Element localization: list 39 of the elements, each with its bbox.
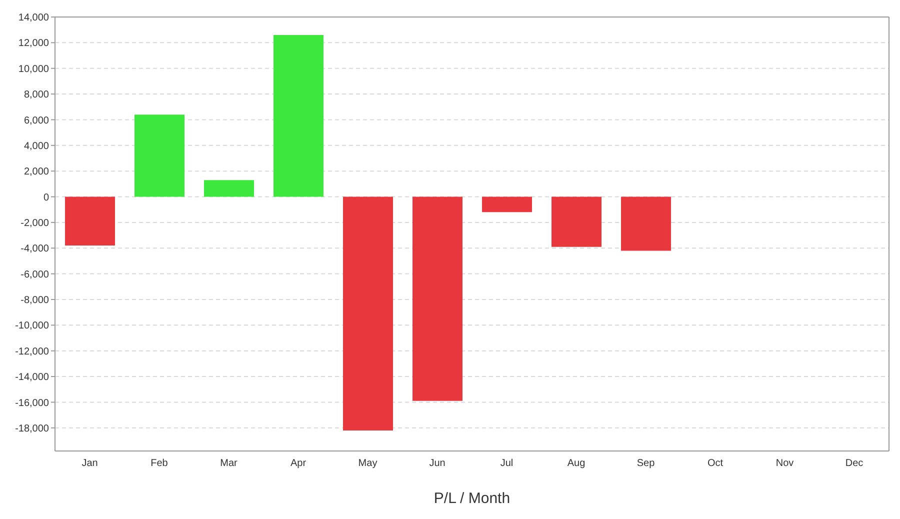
x-tick-label: Jun — [429, 458, 446, 470]
y-tick-label: -16,000 — [15, 398, 50, 409]
bar — [412, 196, 462, 401]
y-tick-label: -4,000 — [20, 244, 50, 255]
y-tick-label: -12,000 — [15, 346, 50, 358]
bar — [552, 196, 602, 247]
y-tick-label: 8,000 — [24, 90, 50, 101]
y-tick-label: -6,000 — [20, 269, 50, 280]
x-tick-label: Jan — [82, 458, 98, 470]
y-tick-label: 4,000 — [24, 140, 50, 152]
y-tick-label: 6,000 — [24, 115, 50, 126]
y-tick-label: -2,000 — [20, 218, 50, 229]
x-tick-label: Jul — [500, 458, 514, 470]
y-tick-label: 0 — [43, 192, 50, 204]
x-tick-label: Oct — [707, 458, 724, 470]
y-tick-label: 2,000 — [24, 166, 50, 178]
bar — [204, 180, 254, 197]
x-tick-label: Mar — [220, 458, 238, 470]
x-tick-label: Nov — [776, 458, 794, 470]
bar — [343, 196, 393, 430]
y-tick-label: -8,000 — [20, 295, 50, 306]
y-tick-label: -14,000 — [15, 372, 50, 384]
bar — [65, 196, 115, 246]
bar — [134, 114, 184, 197]
bar — [274, 34, 324, 197]
x-tick-label: Aug — [567, 458, 586, 470]
x-tick-label: Feb — [150, 458, 168, 470]
y-tick-label: 12,000 — [18, 38, 50, 50]
x-axis-title: P/L / Month — [434, 490, 510, 507]
bar — [482, 196, 532, 212]
x-tick-label: Apr — [290, 458, 307, 470]
bar — [621, 196, 671, 251]
y-tick-label: 14,000 — [18, 12, 50, 24]
x-tick-label: May — [358, 458, 378, 470]
x-tick-label: Sep — [636, 458, 656, 470]
y-tick-label: 10,000 — [18, 64, 50, 75]
x-tick-label: Dec — [845, 458, 864, 470]
y-tick-label: -10,000 — [15, 320, 50, 332]
y-tick-label: -18,000 — [15, 423, 50, 434]
